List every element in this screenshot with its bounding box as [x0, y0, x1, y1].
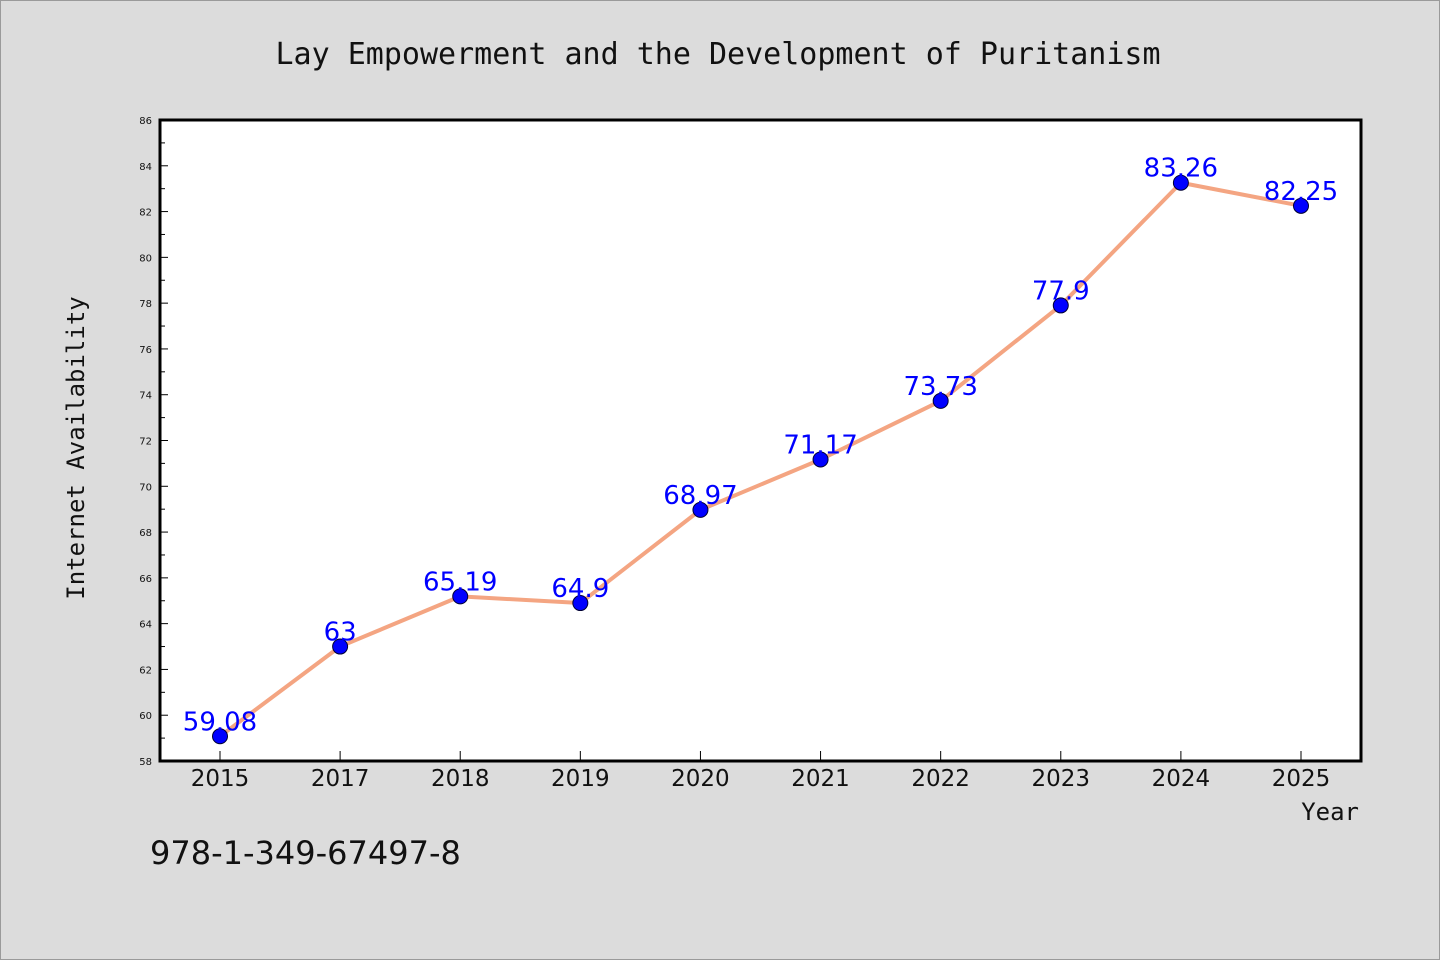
y-axis: 58 60 62 64 66 68 70 72 74 76 78 80 82 84 86 [139, 116, 168, 768]
data-label: 64.9 [551, 574, 609, 604]
series-group: 59.08 63 65.19 64.9 68.97 71.17 73.73 77.9 83.26… [183, 154, 1338, 745]
data-label: 59.08 [183, 707, 257, 737]
data-point [212, 728, 228, 745]
isbn-annotation: 978-1-349-67497-8 [150, 834, 461, 872]
data-point [1293, 197, 1309, 214]
x-tick-label: 2023 [1032, 766, 1091, 792]
x-tick-label: 2018 [431, 766, 490, 792]
data-point [572, 595, 589, 612]
y-tick-label: 84 [139, 162, 152, 173]
data-label: 63 [324, 618, 357, 648]
y-tick-label: 76 [139, 345, 152, 356]
x-tick-label: 2022 [911, 766, 970, 792]
data-label: 71.17 [783, 431, 857, 461]
y-tick-label: 60 [139, 711, 152, 722]
y-tick-label: 62 [139, 665, 152, 676]
x-tick-label: 2025 [1272, 766, 1331, 792]
y-tick-label: 74 [139, 391, 152, 402]
x-tick-label: 2015 [191, 766, 250, 792]
y-tick-label: 86 [139, 116, 152, 127]
x-tick-label: 2020 [671, 766, 730, 792]
data-label: 82.25 [1264, 177, 1338, 207]
y-tick-label: 68 [139, 528, 152, 539]
y-tick-label: 64 [139, 620, 152, 631]
data-point [1052, 297, 1069, 314]
x-axis: 2015 2017 2018 2019 2020 2021 2022 2023 2024 2025 [191, 751, 1331, 792]
series-line [218, 180, 1302, 738]
y-tick-label: 58 [139, 757, 152, 768]
data-label: 65.19 [423, 567, 497, 597]
data-label: 83.26 [1144, 154, 1218, 184]
data-point [812, 451, 829, 468]
y-tick-label: 80 [139, 253, 152, 264]
data-point [692, 501, 709, 518]
chart-title: Lay Empowerment and the Development of P… [275, 37, 1160, 72]
y-tick-label: 72 [139, 437, 152, 448]
data-point [932, 392, 949, 409]
plot-area [158, 118, 1363, 763]
x-tick-label: 2019 [551, 766, 610, 792]
x-tick-label: 2021 [791, 766, 850, 792]
y-tick-label: 78 [139, 299, 152, 310]
x-axis-label: Year [1301, 798, 1359, 826]
data-label: 73.73 [903, 372, 977, 402]
data-label: 68.97 [663, 481, 737, 511]
data-point [1172, 174, 1189, 191]
y-tick-label: 82 [139, 208, 152, 219]
y-axis-label: Internet Availability [62, 296, 90, 599]
x-tick-label: 2024 [1152, 766, 1211, 792]
x-tick-label: 2017 [311, 766, 370, 792]
y-tick-label: 66 [139, 574, 152, 585]
data-point [332, 638, 349, 655]
y-tick-label: 70 [139, 482, 152, 493]
data-label: 77.9 [1032, 276, 1090, 306]
data-point [452, 588, 469, 605]
